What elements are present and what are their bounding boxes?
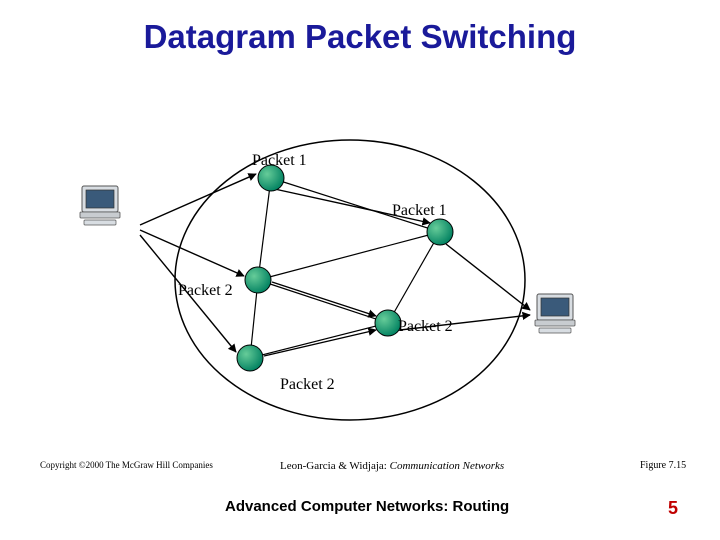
title-text: Datagram Packet Switching [144,18,577,55]
page-title: Datagram Packet Switching [0,18,720,56]
label-packet1-b: Packet 1 [392,202,447,220]
footer-center-plain: Leon-Garcia & Widjaja: [280,460,390,472]
figure-ref: Figure 7.15 [640,460,686,471]
page-number: 5 [668,498,678,519]
footer-bottom: Advanced Computer Networks: Routing [225,498,509,515]
network-diagram: WPI [0,80,720,460]
label-packet2-a: Packet 2 [178,282,233,300]
footer-center: Leon-Garcia & Widjaja: Communication Net… [280,460,504,472]
copyright-text: Copyright ©2000 The McGraw Hill Companie… [40,460,213,470]
label-packet1-a: Packet 1 [252,152,307,170]
label-packet2-c: Packet 2 [280,376,335,394]
footer-center-italic: Communication Networks [390,460,505,472]
label-packet2-b: Packet 2 [398,318,453,336]
